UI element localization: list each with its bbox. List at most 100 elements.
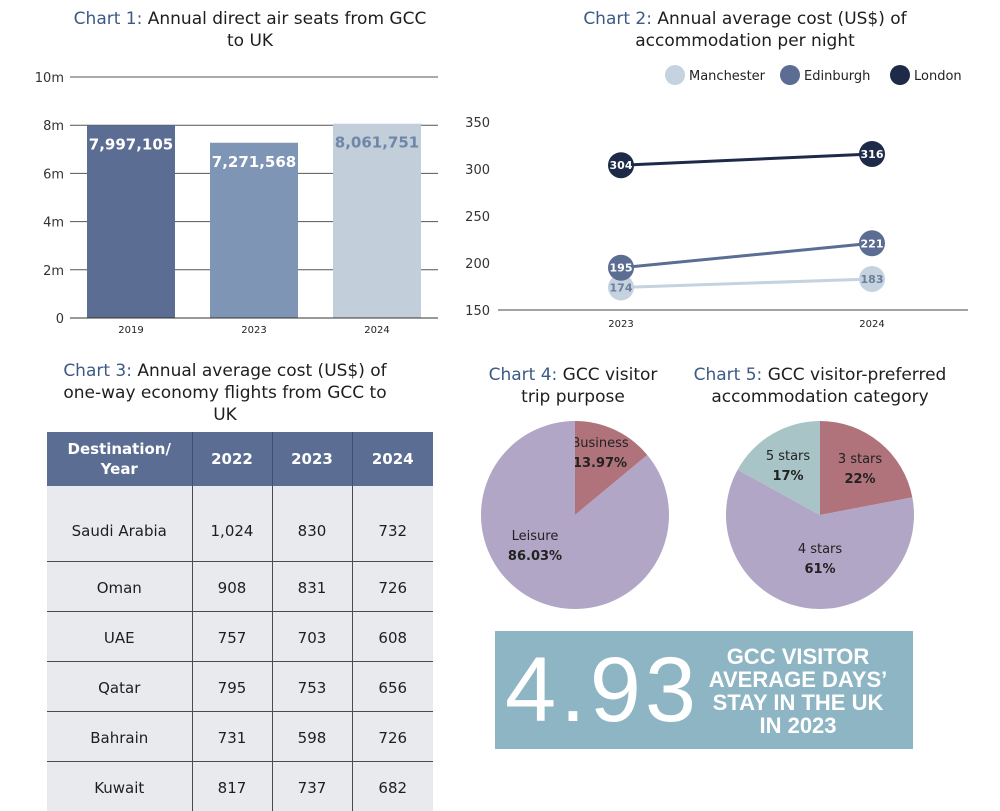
- chart2-legend-label: Edinburgh: [804, 69, 870, 84]
- chart3-title: Chart 3: Annual average cost (US$) of on…: [60, 360, 390, 426]
- chart1-title-number: Chart 1:: [74, 9, 143, 29]
- chart1-y-tick-label: 0: [56, 312, 64, 327]
- chart2-legend-marker: [665, 65, 685, 85]
- chart2-x-tick-label: 2024: [859, 319, 884, 330]
- table-cell: 753: [272, 662, 352, 712]
- chart2-line-chart: 150 200 250 300 350 2023 2024 Manchester Edinbur…: [460, 55, 1000, 345]
- table-header-cell: Destination/ Year: [47, 432, 192, 486]
- table-cell: 726: [352, 712, 433, 762]
- chart1-bar: [333, 124, 421, 318]
- chart1-data-label: 7,271,568: [212, 153, 296, 171]
- chart5-slice-label: 3 stars: [838, 452, 883, 467]
- table-header-cell: 2022: [192, 432, 272, 486]
- chart4-slice-value: 86.03%: [508, 549, 562, 564]
- table-cell: Bahrain: [47, 712, 192, 762]
- chart2-legend-marker: [780, 65, 800, 85]
- average-stay-caption-line: AVERAGE DAYS’: [691, 668, 905, 691]
- chart2-series-line: [621, 243, 872, 267]
- chart2-series-line: [621, 154, 872, 165]
- chart2-data-label: 221: [861, 237, 884, 250]
- table-cell: 703: [272, 612, 352, 662]
- chart2-legend-label: Manchester: [689, 69, 766, 84]
- table-cell: 737: [272, 762, 352, 811]
- table-cell: Oman: [47, 562, 192, 612]
- chart4-slice-label: Leisure: [512, 529, 559, 544]
- chart1-data-label: 7,997,105: [89, 135, 173, 153]
- chart5-title-number: Chart 5:: [694, 365, 763, 385]
- table-cell: 656: [352, 662, 433, 712]
- table-row: Bahrain 731 598 726: [47, 712, 433, 762]
- table-cell: UAE: [47, 612, 192, 662]
- table-cell: 757: [192, 612, 272, 662]
- chart2-y-tick-label: 300: [465, 163, 490, 178]
- table-row: UAE 757 703 608: [47, 612, 433, 662]
- chart2-legend-label: London: [914, 69, 962, 84]
- table-cell: 908: [192, 562, 272, 612]
- table-header-row: Destination/ Year 2022 2023 2024: [47, 432, 433, 486]
- table-cell: 732: [352, 486, 433, 562]
- chart2-legend-marker: [890, 65, 910, 85]
- chart1-y-tick-label: 10m: [35, 71, 64, 86]
- chart2-y-tick-label: 150: [465, 304, 490, 319]
- chart3-title-number: Chart 3:: [63, 361, 132, 381]
- table-header-cell: 2023: [272, 432, 352, 486]
- chart1-y-tick-label: 2m: [43, 264, 64, 279]
- chart1-data-label: 8,061,751: [335, 134, 419, 152]
- table-cell: Saudi Arabia: [47, 486, 192, 562]
- chart2-data-label: 183: [861, 273, 884, 286]
- table-row: Saudi Arabia 1,024 830 732: [47, 486, 433, 562]
- chart2-y-tick-label: 200: [465, 257, 490, 272]
- chart1-title-text: Annual direct air seats from GCC to UK: [148, 9, 427, 51]
- chart1-y-tick-label: 4m: [43, 216, 64, 231]
- table-row: Oman 908 831 726: [47, 562, 433, 612]
- average-stay-caption: GCC VISITOR AVERAGE DAYS’ STAY IN THE UK…: [691, 645, 905, 737]
- table-row: Qatar 795 753 656: [47, 662, 433, 712]
- average-stay-caption-line: STAY IN THE UK: [691, 691, 905, 714]
- chart4-title: Chart 4: GCC visitor trip purpose: [478, 364, 668, 408]
- chart5-title: Chart 5: GCC visitor-preferred accommoda…: [680, 364, 960, 408]
- flights-cost-table: Destination/ Year 2022 2023 2024 Saudi A…: [47, 432, 433, 811]
- chart2-x-tick-label: 2023: [608, 319, 633, 330]
- table-cell: 598: [272, 712, 352, 762]
- chart2-title: Chart 2: Annual average cost (US$) of ac…: [560, 8, 930, 52]
- table-cell: 831: [272, 562, 352, 612]
- table-cell: 795: [192, 662, 272, 712]
- table-cell: 726: [352, 562, 433, 612]
- chart1-bar: [87, 125, 175, 318]
- table-header-cell: 2024: [352, 432, 433, 486]
- chart4-slice-label: Business: [571, 436, 629, 451]
- chart2-data-label: 304: [610, 159, 633, 172]
- average-stay-caption-line: GCC VISITOR: [691, 645, 905, 668]
- table-cell: 830: [272, 486, 352, 562]
- chart1-title: Chart 1: Annual direct air seats from GC…: [70, 8, 430, 52]
- average-stay-stat-box: 4.93 GCC VISITOR AVERAGE DAYS’ STAY IN T…: [495, 631, 913, 749]
- table-cell: 608: [352, 612, 433, 662]
- table-cell: 731: [192, 712, 272, 762]
- chart1-y-tick-label: 8m: [43, 119, 64, 134]
- chart4-pie-chart: Business 13.97% Leisure 86.03%: [470, 410, 680, 620]
- chart2-series-line: [621, 279, 872, 287]
- chart2-title-text: Annual average cost (US$) of accommodati…: [635, 9, 906, 51]
- chart2-y-tick-label: 250: [465, 210, 490, 225]
- chart2-y-tick-label: 350: [465, 116, 490, 131]
- table-row: Kuwait 817 737 682: [47, 762, 433, 811]
- chart1-x-tick-label: 2023: [241, 325, 266, 336]
- table-cell: Kuwait: [47, 762, 192, 811]
- chart4-slice-value: 13.97%: [573, 456, 627, 471]
- table-cell: Qatar: [47, 662, 192, 712]
- table-cell: 1,024: [192, 486, 272, 562]
- table-cell: 817: [192, 762, 272, 811]
- chart4-title-number: Chart 4:: [489, 365, 558, 385]
- table-cell: 682: [352, 762, 433, 811]
- chart2-title-number: Chart 2:: [583, 9, 652, 29]
- chart1-x-tick-label: 2019: [118, 325, 143, 336]
- chart5-slice-value: 22%: [844, 472, 875, 487]
- chart5-slice-value: 17%: [772, 469, 803, 484]
- average-stay-number: 4.93: [505, 637, 700, 743]
- chart5-slice-value: 61%: [804, 562, 835, 577]
- chart5-slice-label: 4 stars: [798, 542, 843, 557]
- chart1-y-tick-label: 6m: [43, 167, 64, 182]
- chart2-data-label: 195: [610, 262, 633, 275]
- chart2-data-label: 174: [610, 281, 633, 294]
